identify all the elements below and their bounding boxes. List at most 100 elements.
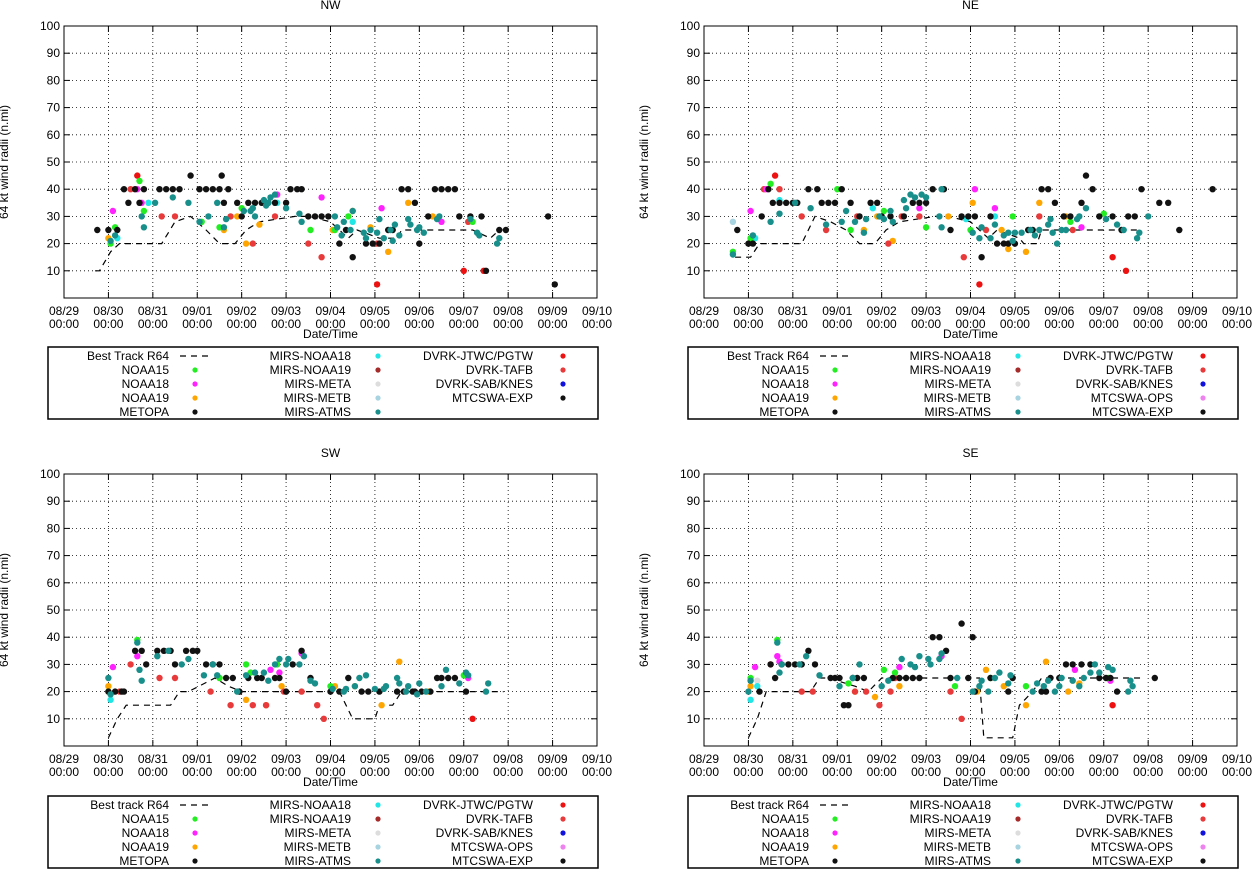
x-tick-date: 09/06 [1044,752,1074,766]
x-tick-date: 08/29 [689,304,719,318]
point-metopa [1138,186,1145,193]
point-metopa [254,674,261,682]
point-metopa [345,674,352,682]
point-mirs-atms [282,661,290,668]
point-mirs-atms [976,683,983,690]
point-noaa19 [747,683,754,690]
x-tick-time: 00:00 [404,765,434,779]
y-tick-label: 100 [680,467,700,481]
point-mirs-atms [185,199,192,206]
point-metopa [831,199,839,206]
point-metopa [416,240,423,247]
point-metopa [1038,186,1045,193]
y-tick-label: 100 [40,19,60,33]
point-mirs-atms [1053,240,1061,247]
point-mirs-atms [885,677,892,684]
point-mirs-atms [420,229,427,236]
point-mirs-atms [776,669,783,676]
point-metopa [936,634,943,641]
point-metopa [831,674,839,682]
point-metopa [478,213,485,220]
x-tick-date: 09/02 [227,304,257,318]
point-mirs-atms [416,224,423,231]
x-tick-date: 08/29 [49,304,79,318]
point-metopa [818,199,825,206]
legend-swatch [375,816,381,822]
point-noaa18 [134,653,141,660]
y-tick-label: 80 [47,521,61,535]
y-tick-label: 80 [687,73,701,87]
point-metopa [502,226,510,234]
point-metopa [1096,213,1103,220]
point-metopa [969,634,976,641]
point-metopa [105,226,112,234]
point-mirs-noaa18 [107,696,114,703]
y-tick-label: 70 [687,549,701,563]
point-metopa [218,172,225,179]
point-metopa [758,213,765,220]
point-metopa [216,186,223,193]
point-metopa [1109,213,1116,220]
legend-label: NOAA19 [762,391,810,405]
point-metopa [94,226,101,234]
x-tick-time: 00:00 [49,765,79,779]
x-tick-time: 00:00 [404,317,434,331]
x-tick-time: 00:00 [138,765,168,779]
legend-swatch [375,802,381,808]
point-mirs-atms [1062,226,1070,234]
y-tick-label: 60 [687,576,701,590]
point-mirs-noaa18 [349,218,356,225]
point-mirs-atms [389,237,396,245]
point-dvrk-tafb [249,702,256,709]
point-metopa [425,213,432,220]
point-metopa [365,688,372,695]
point-mirs-atms [1029,688,1036,695]
x-tick-date: 08/30 [733,304,763,318]
point-dvrk-tafb [271,213,279,220]
point-mirs-atms [371,685,379,693]
x-tick-time: 00:00 [493,765,523,779]
point-metopa [1082,172,1090,179]
point-mirs-atms [1045,221,1052,228]
x-tick-time: 00:00 [1000,317,1030,331]
x-tick-date: 08/30 [733,752,763,766]
point-mirs-atms [367,226,374,234]
point-metopa [1131,213,1139,220]
point-noaa18 [109,663,117,671]
point-mirs-atms [467,215,474,223]
point-metopa [189,647,196,654]
point-mirs-atms [778,661,785,668]
point-metopa [156,186,163,193]
point-mirs-atms [140,224,148,231]
y-tick-label: 30 [687,209,701,223]
x-tick-date: 09/07 [449,752,479,766]
point-mirs-atms [1018,229,1025,236]
point-mirs-atms [376,215,383,223]
point-mirs-atms [1031,232,1039,239]
point-metopa [276,674,283,682]
point-mirs-atms [776,210,783,217]
x-tick-time: 00:00 [689,765,719,779]
x-tick-date: 08/30 [93,304,123,318]
point-metopa [405,186,412,193]
point-metopa [767,661,774,668]
legend-label: MTCSWA-EXP [1092,854,1173,868]
point-metopa [929,634,936,641]
y-tick-label: 60 [47,128,61,142]
point-mirs-atms [196,218,203,225]
point-metopa [234,199,241,206]
legend-swatch [832,381,838,387]
point-mirs-atms [436,213,443,220]
point-mirs-atms [496,235,503,242]
point-noaa15 [834,186,841,193]
legend-label: MTCSWA-OPS [1091,391,1173,405]
y-tick-label: 10 [687,712,701,726]
y-tick-label: 50 [47,603,61,617]
legend-label: MIRS-NOAA19 [270,812,352,826]
point-metopa [1078,199,1085,206]
legend-swatch [1015,353,1021,359]
legend-label: NOAA18 [762,377,810,391]
point-mirs-atms [880,215,888,223]
x-tick-date: 09/07 [1089,752,1119,766]
point-mirs-atms [260,669,268,676]
